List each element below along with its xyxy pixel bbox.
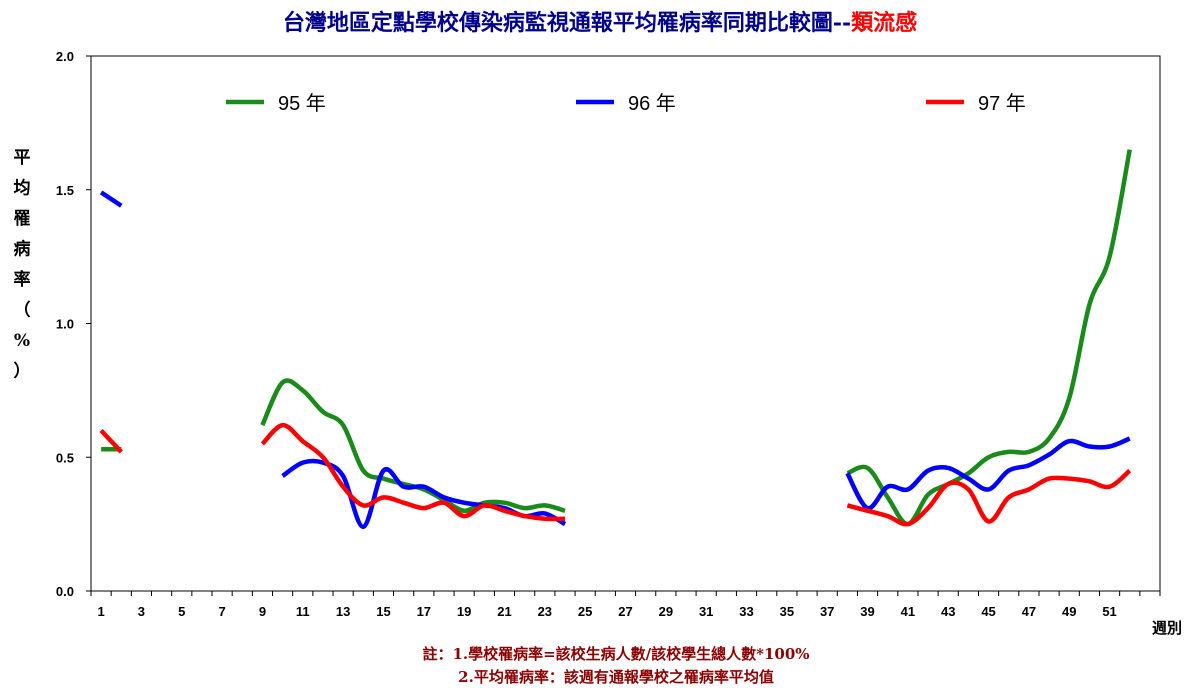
x-tick-label: 39 xyxy=(860,604,874,619)
x-tick-label: 31 xyxy=(699,604,713,619)
chart-title-main: 台灣地區定點學校傳染病監視通報平均罹病率同期比較圖-- xyxy=(283,10,851,36)
x-tick-label: 25 xyxy=(578,604,592,619)
x-axis-ticks: 1 3 5 7 9 11 13 15 17 19 21 23 25 27 29 31 33 35 37 39 41 43 4… xyxy=(90,591,1161,619)
y-axis-label-char: 病 xyxy=(14,239,31,260)
y-axis-label-char: 均 xyxy=(14,178,31,199)
legend-label: 95 年 xyxy=(278,92,326,115)
x-tick-label: 3 xyxy=(138,604,145,619)
footnote-1: 註：1.學校罹病率=該校生病人數/該校學生總人數*100% xyxy=(422,645,809,663)
x-tick-label: 9 xyxy=(259,604,266,619)
x-tick-label: 43 xyxy=(941,604,955,619)
y-tick-label: 1.0 xyxy=(56,317,74,332)
y-axis-label-char: 平 xyxy=(14,148,31,168)
x-tick-label: 47 xyxy=(1022,604,1036,619)
chart-title: 台灣地區定點學校傳染病監視通報平均罹病率同期比較圖--類流感 xyxy=(283,10,917,36)
legend-label: 97 年 xyxy=(978,92,1026,115)
y-axis-label-char: % xyxy=(14,331,30,351)
x-tick-label: 51 xyxy=(1102,604,1116,619)
y-tick-label: 0.5 xyxy=(56,450,74,465)
x-tick-label: 37 xyxy=(820,604,834,619)
x-tick-label: 5 xyxy=(178,604,185,619)
x-tick-label: 13 xyxy=(336,604,350,619)
y-tick-label: 1.5 xyxy=(56,183,74,198)
series-lines xyxy=(99,149,1132,530)
y-axis-label-char: ） xyxy=(14,361,31,382)
x-tick-label: 15 xyxy=(376,604,390,619)
series-line-3 xyxy=(99,428,123,454)
x-axis-label: 週別 xyxy=(1152,619,1182,637)
series-line-3 xyxy=(260,422,566,522)
x-tick-label: 7 xyxy=(218,604,225,619)
y-tick-label: 0.0 xyxy=(56,584,74,599)
chart-title-highlight: 類流感 xyxy=(851,10,917,36)
x-tick-label: 29 xyxy=(659,604,673,619)
legend-label: 96 年 xyxy=(628,92,676,115)
y-tick-label: 2.0 xyxy=(56,49,74,64)
x-tick-label: 21 xyxy=(497,604,511,619)
x-tick-label: 11 xyxy=(296,604,310,619)
x-tick-label: 19 xyxy=(457,604,471,619)
x-tick-label: 17 xyxy=(417,604,431,619)
series-line-2 xyxy=(99,190,123,208)
footnote-2: 2.平均罹病率：該週有通報學校之罹病率平均值 xyxy=(458,668,774,686)
x-tick-label: 45 xyxy=(981,604,995,619)
x-tick-label: 35 xyxy=(780,604,794,619)
x-tick-label: 33 xyxy=(739,604,753,619)
legend: 95 年 96 年 97 年 xyxy=(226,92,1026,115)
y-axis-ticks: 0.0 0.5 1.0 1.5 2.0 xyxy=(56,49,91,599)
y-axis-label-char: 罹 xyxy=(14,209,31,229)
y-axis-label-char: （ xyxy=(14,300,31,321)
series-line-1 xyxy=(846,149,1132,527)
x-tick-label: 49 xyxy=(1062,604,1076,619)
x-tick-label: 23 xyxy=(538,604,552,619)
x-tick-label: 41 xyxy=(901,604,915,619)
x-tick-label: 1 xyxy=(97,604,104,619)
x-tick-label: 27 xyxy=(618,604,632,619)
y-axis-label: 平均罹病率 （% ） xyxy=(14,148,31,382)
series-line-2 xyxy=(845,436,1131,511)
y-axis-label-char: 率 xyxy=(14,269,31,290)
series-line-3 xyxy=(846,468,1132,527)
